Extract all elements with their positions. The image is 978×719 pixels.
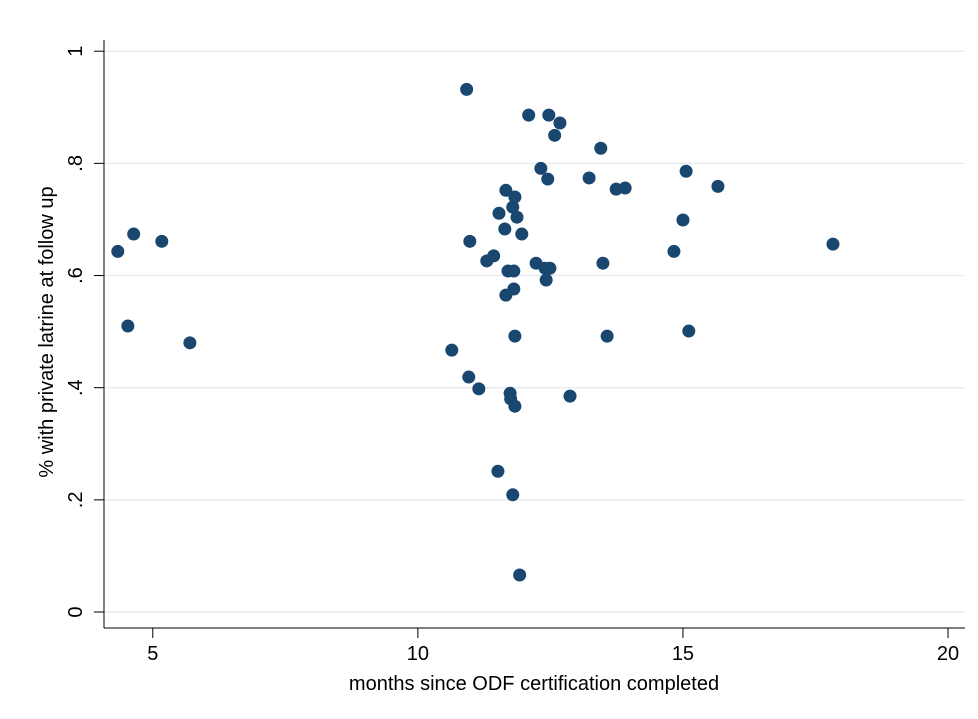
point (534, 161, 548, 175)
point (563, 389, 577, 403)
point (582, 171, 596, 185)
y-axis-label: % with private latrine at follow up (36, 186, 58, 477)
y-tick-label: .4 (65, 379, 87, 396)
point (826, 237, 840, 251)
point (594, 141, 608, 155)
point (507, 264, 521, 278)
point (510, 210, 524, 224)
point (538, 261, 552, 275)
x-tick-label: 5 (147, 643, 158, 665)
point (508, 329, 522, 343)
point (463, 234, 477, 248)
y-tick-label: 1 (65, 46, 87, 57)
point (541, 172, 555, 186)
point (600, 329, 614, 343)
point (499, 183, 513, 197)
point (460, 82, 474, 96)
y-tick-label: .8 (65, 155, 87, 172)
point (491, 464, 505, 478)
point (183, 336, 197, 350)
x-axis-label: months since ODF certification completed (349, 673, 719, 695)
point (462, 370, 476, 384)
point (506, 200, 520, 214)
y-tick-label: 0 (65, 606, 87, 617)
point (676, 213, 690, 227)
point (508, 190, 522, 204)
x-tick-label: 10 (407, 643, 429, 665)
point (508, 399, 522, 413)
point (711, 179, 725, 193)
x-tick-label: 20 (937, 643, 959, 665)
point (553, 116, 567, 130)
point (498, 222, 512, 236)
x-tick-label: 15 (672, 643, 694, 665)
point (539, 273, 553, 287)
point (515, 227, 529, 241)
point (667, 244, 681, 258)
point (682, 324, 696, 338)
point (618, 181, 632, 195)
point (111, 244, 125, 258)
point (472, 382, 486, 396)
point (127, 227, 141, 241)
y-tick-label: .2 (65, 492, 87, 509)
point (513, 568, 527, 582)
point (499, 288, 513, 302)
point (679, 164, 693, 178)
point (445, 343, 459, 357)
point (522, 108, 536, 122)
point (155, 234, 169, 248)
point (548, 128, 562, 142)
point (121, 319, 135, 333)
point (480, 254, 494, 268)
point (506, 488, 520, 502)
point (596, 256, 610, 270)
point (542, 108, 556, 122)
y-tick-label: .6 (65, 267, 87, 284)
point (492, 206, 506, 220)
